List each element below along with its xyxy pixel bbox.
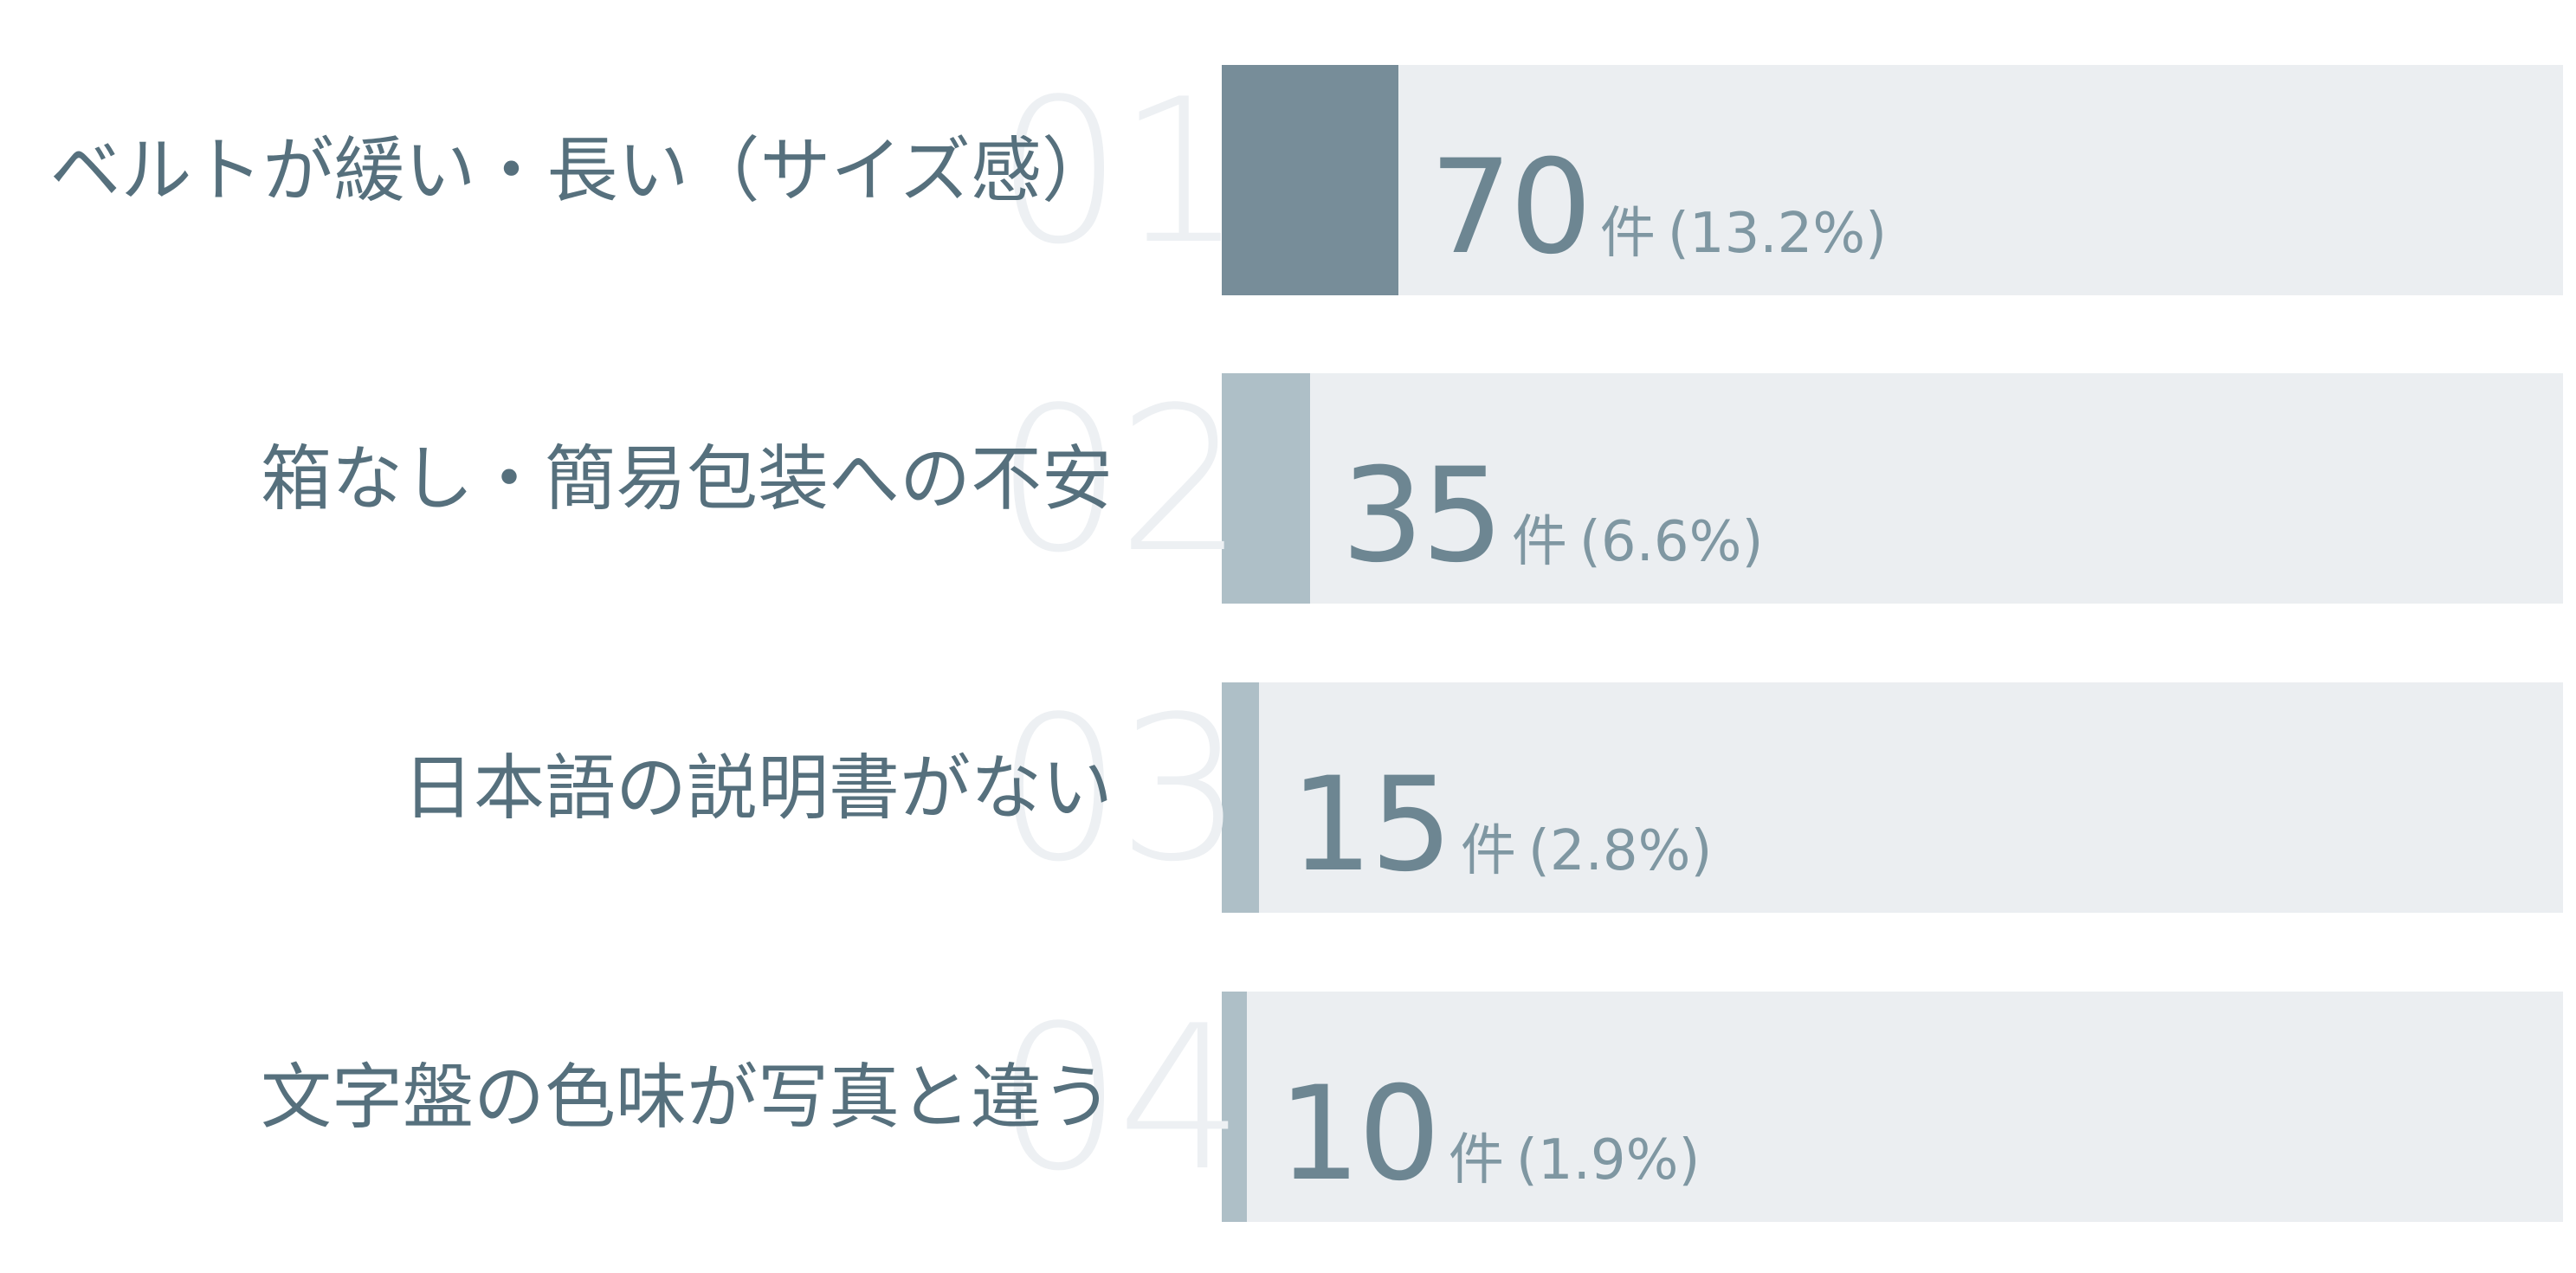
bar [1222, 992, 1247, 1222]
data-label: 15 件 (2.8%) [1290, 760, 1712, 890]
chart-row: 15 件 (2.8%) 03 日本語の説明書がない [0, 682, 2576, 913]
category-label: 文字盤の色味が写真と違う [260, 1057, 1113, 1139]
unit-label: 件 [1599, 202, 1656, 266]
bar [1222, 682, 1259, 913]
percent-label: (13.2%) [1667, 202, 1888, 266]
rank-number: 02 [996, 365, 1244, 597]
category-label: 箱なし・簡易包装への不安 [260, 438, 1113, 520]
bar-track: 70 件 (13.2%) [1222, 65, 2563, 295]
chart-row: 35 件 (6.6%) 02 箱なし・簡易包装への不安 [0, 373, 2576, 604]
rank-number: 03 [996, 675, 1244, 906]
percent-label: (1.9%) [1515, 1128, 1701, 1192]
bar-track: 10 件 (1.9%) [1222, 992, 2563, 1222]
unit-label: 件 [1460, 819, 1516, 883]
percent-label: (2.8%) [1527, 819, 1713, 883]
unit-label: 件 [1448, 1128, 1504, 1192]
rank-number: 04 [996, 984, 1244, 1215]
data-label: 70 件 (13.2%) [1430, 143, 1887, 273]
data-label: 35 件 (6.6%) [1341, 451, 1763, 581]
chart-row: 70 件 (13.2%) 01 ベルトが緩い・長い（サイズ感） [0, 65, 2576, 295]
data-label: 10 件 (1.9%) [1278, 1069, 1700, 1199]
count-value: 10 [1278, 1059, 1441, 1210]
bar-track: 35 件 (6.6%) [1222, 373, 2563, 604]
count-value: 70 [1430, 132, 1592, 283]
category-label: 日本語の説明書がない [402, 747, 1113, 830]
bar-track: 15 件 (2.8%) [1222, 682, 2563, 913]
category-label: ベルトが緩い・長い（サイズ感） [49, 130, 1113, 212]
unit-label: 件 [1511, 510, 1567, 574]
bar [1222, 65, 1398, 295]
rank-number: 01 [996, 57, 1244, 288]
percent-label: (6.6%) [1579, 510, 1764, 574]
count-value: 15 [1290, 750, 1453, 901]
count-value: 35 [1341, 441, 1504, 591]
bar [1222, 373, 1310, 604]
chart-row: 10 件 (1.9%) 04 文字盤の色味が写真と違う [0, 992, 2576, 1222]
